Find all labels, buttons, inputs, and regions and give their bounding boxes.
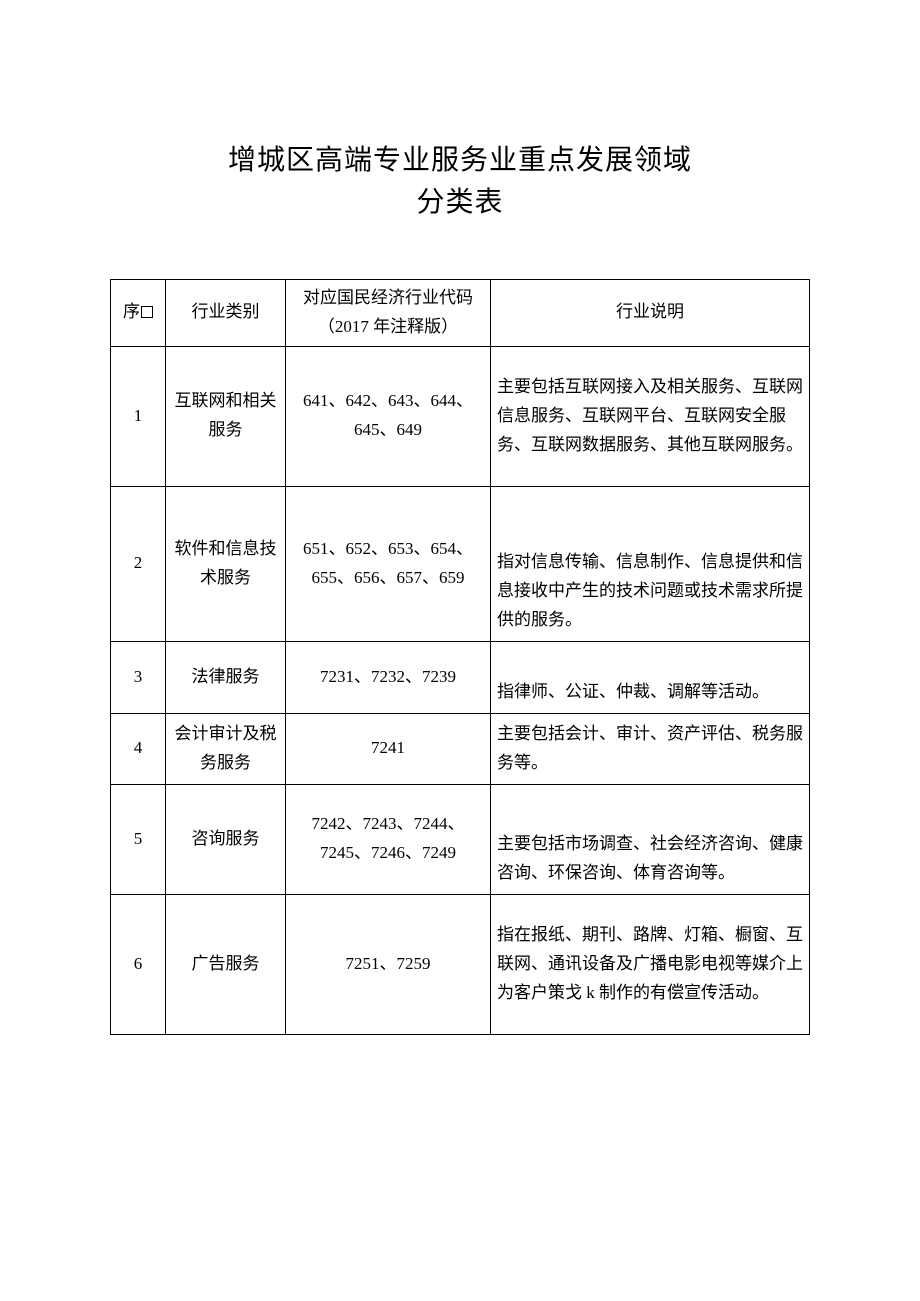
cell-category: 会计审计及税务服务 [166, 713, 286, 784]
cell-description: 指对信息传输、信息制作、信息提供和信息接收中产生的技术问题或技术需求所提供的服务… [491, 486, 810, 641]
cell-index: 4 [111, 713, 166, 784]
cell-index: 2 [111, 486, 166, 641]
cell-description: 主要包括会计、审计、资产评估、税务服务等。 [491, 713, 810, 784]
cell-index: 3 [111, 641, 166, 713]
cell-codes: 7242、7243、7244、7245、7246、7249 [286, 784, 491, 894]
document-title: 增城区高端专业服务业重点发展领域 分类表 [110, 140, 810, 224]
cell-index: 6 [111, 894, 166, 1034]
cell-category: 咨询服务 [166, 784, 286, 894]
cell-category: 广告服务 [166, 894, 286, 1034]
table-row: 2 软件和信息技术服务 651、652、653、654、655、656、657、… [111, 486, 810, 641]
cell-category: 互联网和相关服务 [166, 346, 286, 486]
table-row: 1 互联网和相关服务 641、642、643、644、645、649 主要包括互… [111, 346, 810, 486]
cell-index: 1 [111, 346, 166, 486]
header-codes: 对应国民经济行业代码（2017 年注释版） [286, 280, 491, 347]
table-row: 5 咨询服务 7242、7243、7244、7245、7246、7249 主要包… [111, 784, 810, 894]
table-row: 6 广告服务 7251、7259 指在报纸、期刊、路牌、灯箱、橱窗、互联网、通讯… [111, 894, 810, 1034]
header-description: 行业说明 [491, 280, 810, 347]
table-header-row: 序 行业类别 对应国民经济行业代码（2017 年注释版） 行业说明 [111, 280, 810, 347]
cell-codes: 7231、7232、7239 [286, 641, 491, 713]
header-category: 行业类别 [166, 280, 286, 347]
classification-table: 序 行业类别 对应国民经济行业代码（2017 年注释版） 行业说明 1 互联网和… [110, 279, 810, 1035]
table-row: 4 会计审计及税务服务 7241 主要包括会计、审计、资产评估、税务服务等。 [111, 713, 810, 784]
cell-description: 指律师、公证、仲裁、调解等活动。 [491, 641, 810, 713]
cell-description: 主要包括市场调查、社会经济咨询、健康咨询、环保咨询、体育咨询等。 [491, 784, 810, 894]
cell-codes: 7251、7259 [286, 894, 491, 1034]
header-index: 序 [111, 280, 166, 347]
cell-codes: 651、652、653、654、655、656、657、659 [286, 486, 491, 641]
cell-codes: 641、642、643、644、645、649 [286, 346, 491, 486]
square-glyph-icon [141, 306, 153, 318]
cell-index: 5 [111, 784, 166, 894]
cell-description: 指在报纸、期刊、路牌、灯箱、橱窗、互联网、通讯设备及广播电影电视等媒介上为客户策… [491, 894, 810, 1034]
title-line-2: 分类表 [110, 182, 810, 224]
cell-description: 主要包括互联网接入及相关服务、互联网信息服务、互联网平台、互联网安全服务、互联网… [491, 346, 810, 486]
title-line-1: 增城区高端专业服务业重点发展领域 [110, 140, 810, 182]
cell-codes: 7241 [286, 713, 491, 784]
cell-category: 软件和信息技术服务 [166, 486, 286, 641]
table-row: 3 法律服务 7231、7232、7239 指律师、公证、仲裁、调解等活动。 [111, 641, 810, 713]
cell-category: 法律服务 [166, 641, 286, 713]
